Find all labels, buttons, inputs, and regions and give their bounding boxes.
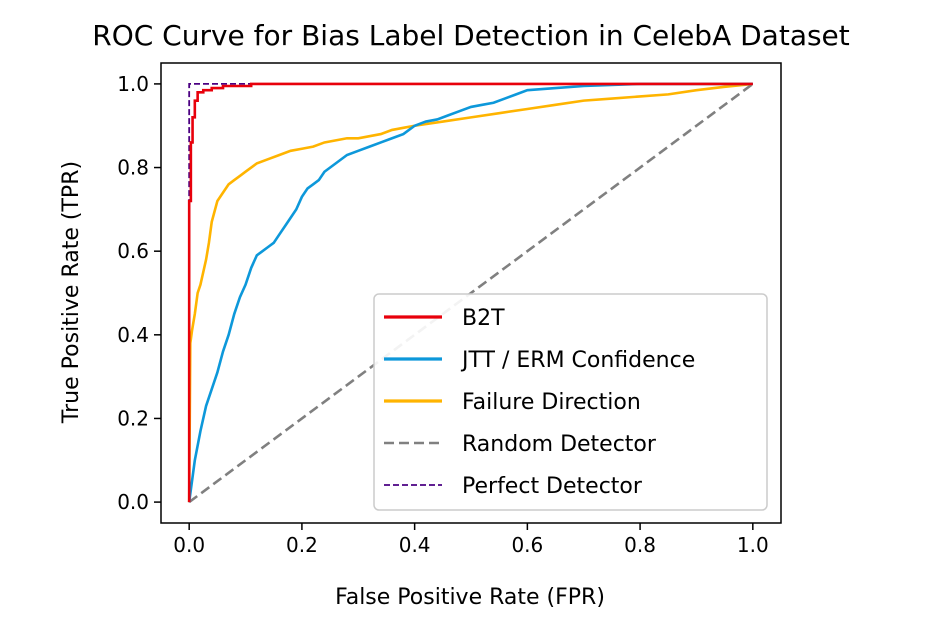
y-tick-label: 0.0 <box>117 490 149 514</box>
y-tick-label: 0.2 <box>117 406 149 430</box>
series-line-b2t <box>187 82 753 503</box>
y-tick-label: 0.8 <box>117 156 149 180</box>
x-axis-label: False Positive Rate (FPR) <box>335 585 605 610</box>
x-tick-label: 0.8 <box>624 533 656 557</box>
y-tick-label: 1.0 <box>117 72 149 96</box>
plot-area <box>160 62 782 524</box>
legend-label: Failure Direction <box>462 390 641 415</box>
x-axis-ticks: 0.0 0.2 0.4 0.6 0.8 1.0 <box>173 523 769 557</box>
series-line-random-detector <box>188 82 754 504</box>
series-line-failure-direction <box>187 82 753 503</box>
y-tick-label: 0.6 <box>117 239 149 263</box>
y-axis-ticks: 0.0 0.2 0.4 0.6 0.8 1.0 <box>117 72 161 514</box>
x-tick-label: 0.4 <box>399 533 431 557</box>
series-line-jtt-erm-confidence <box>187 82 753 503</box>
legend: B2T JTT / ERM Confidence Failure Direction… <box>373 293 768 511</box>
x-tick-label: 0.6 <box>511 533 543 557</box>
legend-box <box>373 293 768 511</box>
x-tick-label: 1.0 <box>737 533 769 557</box>
y-axis-label: True Positive Rate (TPR) <box>59 161 84 424</box>
x-tick-label: 0.2 <box>286 533 318 557</box>
legend-label: B2T <box>462 306 505 331</box>
legend-label: JTT / ERM Confidence <box>460 348 695 373</box>
legend-label: Random Detector <box>462 432 657 457</box>
legend-label: Perfect Detector <box>462 474 643 499</box>
x-tick-label: 0.0 <box>173 533 205 557</box>
chart-title: ROC Curve for Bias Label Detection in Ce… <box>92 19 850 52</box>
y-tick-label: 0.4 <box>117 323 149 347</box>
series-layer <box>187 82 754 504</box>
